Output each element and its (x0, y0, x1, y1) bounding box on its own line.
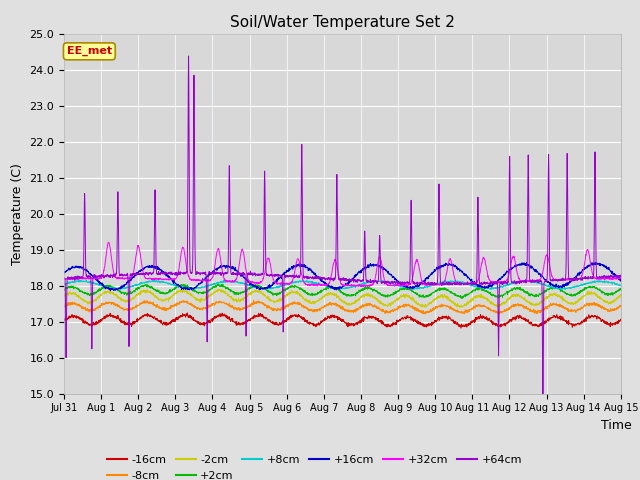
+16cm (568, 278, 575, 284)
+2cm (359, 286, 367, 291)
Line: +2cm: +2cm (64, 284, 621, 299)
+64cm (568, 278, 576, 284)
+16cm (216, 265, 223, 271)
-8cm (359, 303, 367, 309)
-16cm (371, 315, 379, 321)
+16cm (60, 270, 68, 276)
Y-axis label: Temperature (C): Temperature (C) (11, 163, 24, 264)
+32cm (617, 275, 625, 280)
-2cm (456, 305, 464, 311)
+64cm (216, 271, 223, 276)
Line: +32cm: +32cm (64, 242, 621, 287)
+8cm (359, 281, 367, 287)
+8cm (83, 277, 90, 283)
-16cm (216, 312, 223, 317)
+8cm (505, 282, 513, 288)
+32cm (371, 276, 379, 282)
+8cm (617, 282, 625, 288)
+32cm (505, 274, 513, 279)
+16cm (107, 288, 115, 294)
+8cm (371, 278, 379, 284)
-16cm (359, 316, 367, 322)
+64cm (371, 278, 379, 284)
+16cm (371, 262, 379, 268)
+32cm (568, 276, 576, 281)
Line: -16cm: -16cm (64, 313, 621, 328)
+16cm (584, 264, 591, 270)
+32cm (104, 240, 112, 245)
-16cm (505, 320, 513, 325)
Title: Soil/Water Temperature Set 2: Soil/Water Temperature Set 2 (230, 15, 455, 30)
+2cm (371, 287, 379, 293)
Line: +64cm: +64cm (64, 56, 621, 414)
-8cm (422, 311, 429, 317)
+32cm (60, 276, 68, 281)
+2cm (505, 289, 513, 295)
+16cm (617, 278, 625, 284)
Line: -2cm: -2cm (64, 288, 621, 308)
-16cm (568, 321, 576, 327)
+32cm (359, 284, 367, 289)
+64cm (504, 274, 512, 279)
-8cm (617, 303, 625, 309)
-16cm (60, 317, 68, 323)
-8cm (568, 308, 576, 314)
-2cm (60, 293, 68, 299)
-8cm (505, 306, 513, 312)
-2cm (180, 286, 188, 291)
+64cm (617, 273, 625, 279)
+8cm (568, 285, 576, 290)
-16cm (584, 314, 591, 320)
+2cm (458, 296, 466, 301)
+2cm (252, 281, 259, 287)
+16cm (504, 268, 512, 274)
+8cm (584, 280, 591, 286)
+64cm (359, 277, 367, 283)
-8cm (371, 302, 379, 308)
-8cm (250, 298, 257, 303)
+2cm (216, 283, 223, 288)
+8cm (216, 280, 223, 286)
+8cm (487, 287, 495, 292)
+2cm (60, 287, 68, 292)
+16cm (591, 259, 599, 265)
+2cm (584, 285, 591, 290)
Line: -8cm: -8cm (64, 300, 621, 314)
+64cm (185, 53, 193, 59)
Line: +16cm: +16cm (64, 262, 621, 291)
Line: +8cm: +8cm (64, 280, 621, 289)
-16cm (617, 317, 625, 323)
-8cm (584, 301, 591, 307)
+2cm (568, 293, 576, 299)
-8cm (60, 304, 68, 310)
-2cm (505, 296, 513, 302)
+64cm (539, 411, 547, 417)
-2cm (617, 292, 625, 298)
-2cm (371, 295, 379, 301)
+32cm (584, 247, 591, 252)
+16cm (359, 267, 367, 273)
-2cm (568, 301, 576, 307)
Text: EE_met: EE_met (67, 46, 112, 57)
-8cm (216, 299, 223, 304)
+64cm (60, 276, 68, 282)
+2cm (617, 287, 625, 292)
-2cm (216, 287, 223, 292)
-16cm (184, 310, 191, 316)
-2cm (359, 294, 367, 300)
+64cm (584, 276, 591, 282)
Legend: -16cm, -8cm, -2cm, +2cm, +8cm, +16cm, +32cm, +64cm: -16cm, -8cm, -2cm, +2cm, +8cm, +16cm, +3… (103, 451, 526, 480)
X-axis label: Time: Time (601, 419, 632, 432)
-16cm (457, 325, 465, 331)
+8cm (60, 281, 68, 287)
+32cm (216, 250, 223, 255)
-2cm (584, 289, 591, 295)
+32cm (359, 283, 367, 289)
